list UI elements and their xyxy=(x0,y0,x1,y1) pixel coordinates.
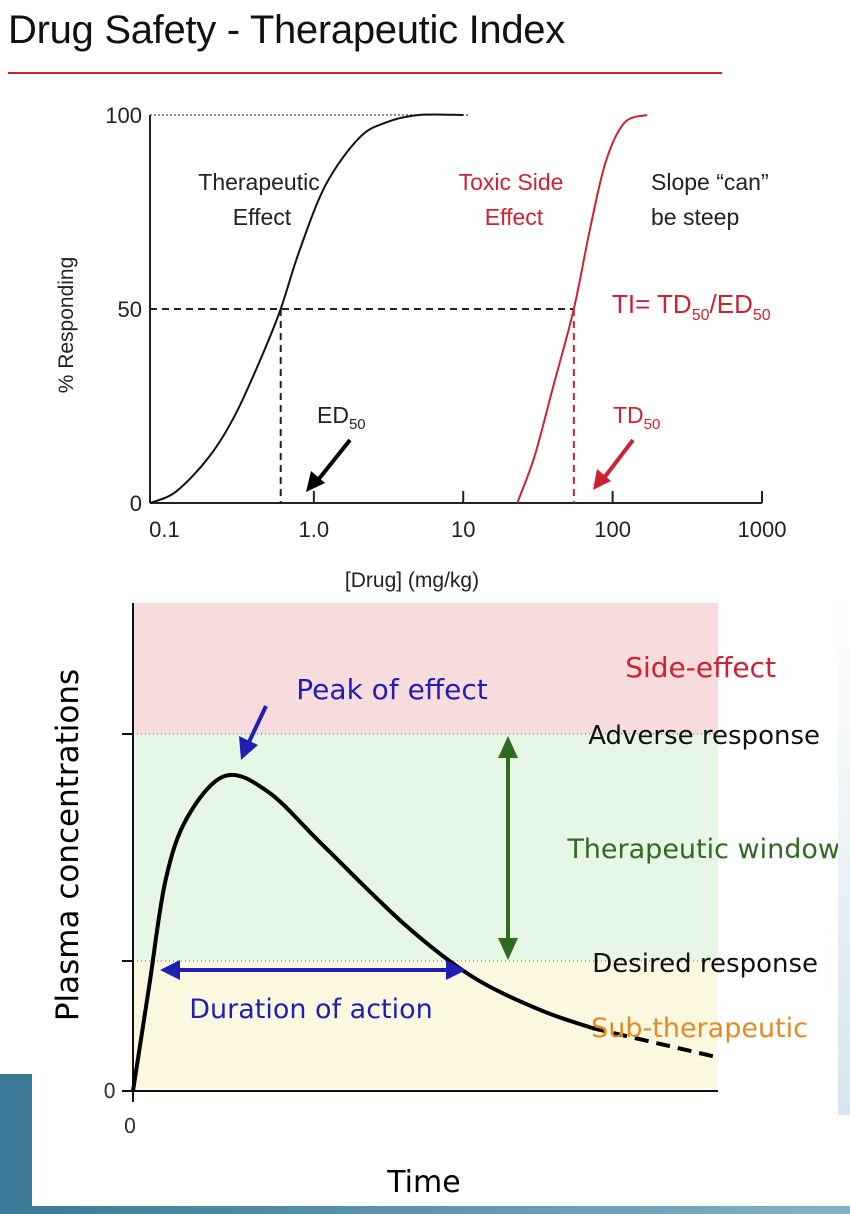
adverse-response-label: Adverse response xyxy=(588,721,820,751)
ti-formula-mid: /ED xyxy=(710,289,753,319)
therapeutic-index-chart: 0.1 1.0 10 100 1000 0 50 100 [Drug] (mg/kg) % R… xyxy=(55,103,787,592)
td50-label: TD50 xyxy=(613,402,660,433)
top-y-tick-label: 50 xyxy=(118,297,142,322)
ed50-label: ED50 xyxy=(317,402,366,433)
top-x-axis-label: [Drug] (mg/kg) xyxy=(345,569,479,592)
peak-arrow-shaft xyxy=(247,705,268,743)
desired-response-label: Desired response xyxy=(592,949,818,979)
side-effect-label: Side-effect xyxy=(625,651,776,684)
top-x-tick-label: 0.1 xyxy=(149,517,180,542)
therapeutic-window-zone xyxy=(133,734,718,961)
top-x-tick-label: 10 xyxy=(451,517,475,542)
duration-arrow-right xyxy=(446,960,466,980)
top-x-tick-label: 100 xyxy=(594,517,631,542)
ti-formula-sub2: 50 xyxy=(753,307,771,324)
slope-note-line1: Slope “can” xyxy=(651,169,769,195)
therapeutic-window-arrow-bottom xyxy=(498,938,518,960)
ti-formula-sub1: 50 xyxy=(692,307,710,324)
title-underline xyxy=(8,72,722,74)
ed50-arrow-shaft xyxy=(316,438,352,482)
slope-note-line2: be steep xyxy=(651,204,739,230)
sub-therapeutic-label: Sub-therapeutic xyxy=(591,1013,808,1044)
td50-arrow-head xyxy=(593,469,611,490)
duration-arrow-left xyxy=(160,960,180,980)
page-title: Drug Safety - Therapeutic Index xyxy=(8,8,565,52)
bottom-x-axis-label: Time xyxy=(386,1165,460,1200)
sub-therapeutic-zone xyxy=(133,961,718,1089)
top-y-axis-label: % Responding xyxy=(55,257,78,394)
therapeutic-effect-label-line2: Effect xyxy=(233,204,292,230)
td50-label-main: TD xyxy=(613,402,644,428)
plasma-curve-solid xyxy=(131,772,593,1092)
ti-formula-prefix: TI= TD xyxy=(612,289,692,319)
side-effect-zone xyxy=(133,603,718,734)
toxic-effect-curve xyxy=(516,114,648,504)
top-x-tick-label: 1000 xyxy=(738,517,787,542)
td50-arrow-shaft xyxy=(602,438,635,480)
decorative-left-bar xyxy=(0,1074,32,1214)
ed50-label-main: ED xyxy=(317,402,349,428)
bottom-y-axis-label: Plasma concentrations xyxy=(50,669,86,1021)
peak-of-effect-label: Peak of effect xyxy=(296,673,487,706)
toxic-effect-label-line2: Effect xyxy=(485,204,544,230)
bottom-x-tick-label-zero: 0 xyxy=(124,1114,137,1138)
therapeutic-effect-curve xyxy=(149,113,464,504)
plasma-curve-dashed xyxy=(591,1026,714,1059)
ed50-arrow-head xyxy=(306,471,325,492)
peak-arrow-head xyxy=(239,736,258,760)
td50-label-sub: 50 xyxy=(644,416,661,433)
top-y-tick-label: 100 xyxy=(105,103,142,128)
therapeutic-window-label: Therapeutic window xyxy=(566,834,840,865)
duration-of-action-label: Duration of action xyxy=(189,994,433,1025)
therapeutic-window-arrow-top xyxy=(498,736,518,758)
top-y-tick-label: 0 xyxy=(130,491,142,516)
ti-formula: TI= TD50/ED50 xyxy=(612,289,771,324)
decorative-right-edge xyxy=(838,595,850,1115)
ed50-label-sub: 50 xyxy=(349,416,366,433)
bottom-y-tick-label-zero: 0 xyxy=(103,1079,116,1103)
decorative-bottom-bar xyxy=(0,1206,850,1214)
top-x-tick-label: 1.0 xyxy=(299,517,330,542)
toxic-effect-label-line1: Toxic Side xyxy=(459,169,564,195)
therapeutic-effect-label-line1: Therapeutic xyxy=(198,169,319,195)
